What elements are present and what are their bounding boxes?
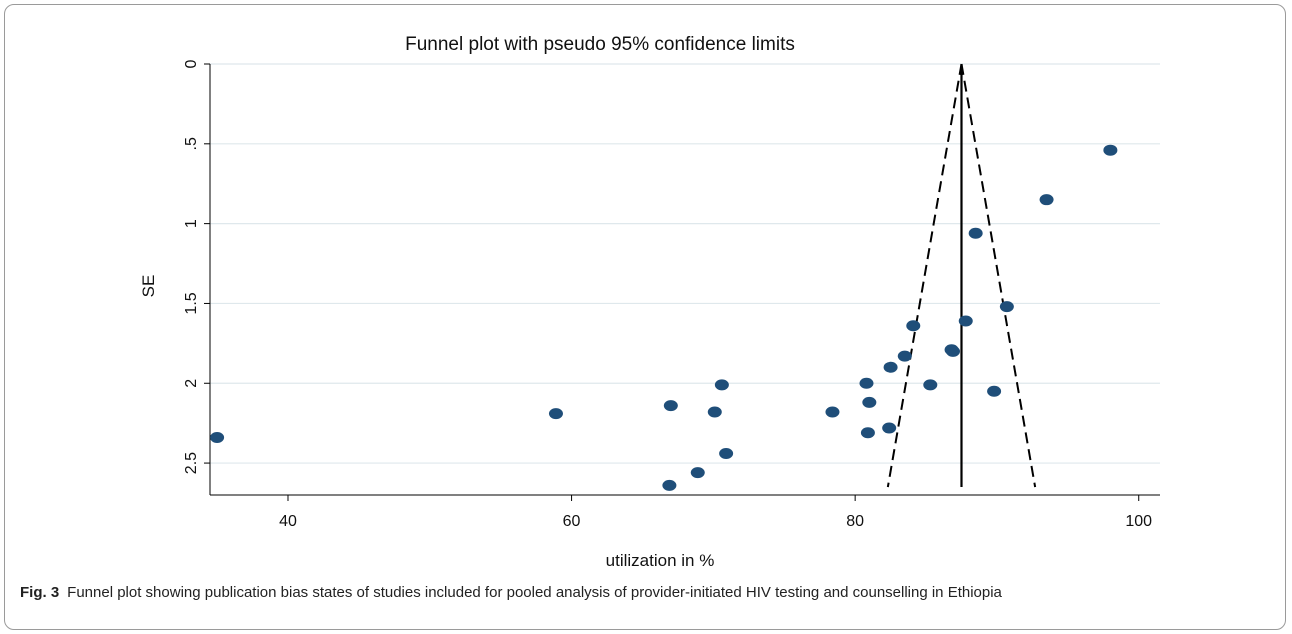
study-point-18 [945,345,960,357]
lower-ci-line [886,63,963,488]
study-point-5 [707,406,722,418]
study-point-20 [968,227,983,239]
y-tick-label-0: 0 [183,59,200,68]
study-point-21 [987,385,1002,397]
figure-frame [4,4,1286,630]
study-point-6 [714,379,729,391]
study-point-15 [906,320,921,332]
y-tick-label-2: 1 [183,219,200,228]
x-tick-label-1: 60 [563,513,581,530]
study-point-8 [825,406,840,418]
study-point-7 [719,447,734,459]
y-tick-label-1: .5 [183,137,200,150]
figure-caption: Fig. 3 Funnel plot showing publication bi… [20,583,1270,603]
study-point-22 [999,301,1014,313]
study-points [210,144,1118,491]
study-point-19 [958,315,973,327]
y-axis-label: SE [139,275,158,298]
study-point-9 [859,377,874,389]
study-point-12 [882,422,897,434]
grid-lines [210,63,1160,464]
y-tick-label-3: 1.5 [183,292,200,314]
caption-label: Fig. 3 [20,584,60,601]
x-axis-label: utilization in % [606,551,715,570]
x-axis-ticks: 40 60 80 100 [279,495,1152,530]
funnel-plot: 40 60 80 100 0 .5 1 1.5 2 2.5 Funnel plot with p… [139,34,1160,570]
study-point-0 [210,432,225,444]
caption-text: Funnel plot showing publication bias sta… [67,584,1002,601]
axes [209,64,1160,496]
confidence-funnel [886,63,1037,488]
upper-ci-line [960,63,1037,488]
x-tick-label-3: 100 [1125,513,1152,530]
x-tick-label-0: 40 [279,513,297,530]
study-point-3 [662,479,677,491]
x-tick-label-2: 80 [846,513,864,530]
study-point-11 [860,427,875,439]
study-point-2 [663,400,678,412]
y-tick-label-5: 2.5 [183,452,200,474]
study-point-16 [923,379,938,391]
y-axis-ticks: 0 .5 1 1.5 2 2.5 [183,59,210,474]
study-point-24 [1103,144,1118,156]
study-point-13 [883,361,898,373]
study-point-23 [1039,194,1054,206]
chart-title: Funnel plot with pseudo 95% confidence l… [405,34,795,55]
study-point-14 [897,350,912,362]
study-point-4 [690,467,705,479]
study-point-1 [548,408,563,420]
study-point-10 [862,396,877,408]
y-tick-label-4: 2 [183,379,200,388]
